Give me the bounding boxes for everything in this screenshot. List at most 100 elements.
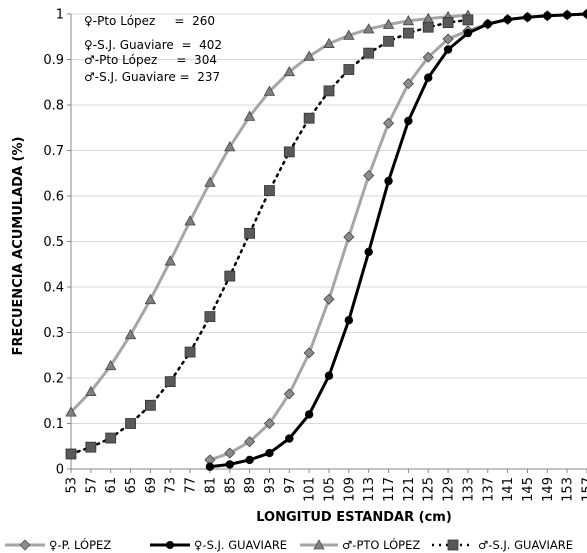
tick-label-x-16: 117 (382, 477, 397, 502)
tick-label-y-2: 0.2 (43, 372, 64, 387)
point-s3-8 (224, 270, 236, 282)
tick-label-y-9: 0.9 (43, 53, 64, 68)
point-s3-15 (363, 47, 375, 59)
tick-label-x-8: 85 (223, 477, 238, 494)
tick-label-x-18: 125 (422, 477, 437, 502)
point-s2-8 (224, 141, 236, 152)
tick-label-x-25: 153 (561, 477, 576, 502)
point-s3-20 (462, 14, 474, 26)
tick-label-y-5: 0.5 (43, 235, 64, 250)
legend: ♀-P. LÓPEZ ♀-S.J. GUAVIARE ♂-PTO LÓPEZ ♂… (5, 537, 573, 552)
point-s2-7 (204, 176, 216, 187)
point-s2-17 (402, 15, 415, 26)
legend-marker-0 (19, 539, 31, 551)
point-s1-2 (245, 455, 254, 465)
tick-label-x-7: 81 (203, 477, 218, 494)
sample-size-notes: ♀-Pto López = 260 ♀-S.J. Guaviare = 402 … (84, 14, 222, 84)
tick-label-y-1: 0.1 (43, 417, 64, 432)
point-s1-0 (205, 462, 215, 471)
legend-label-2: ♂-PTO LÓPEZ (342, 537, 420, 552)
point-s3-13 (323, 85, 335, 97)
point-s3-9 (244, 227, 256, 239)
note-female-pto-lopez: ♀-Pto López = 260 (84, 14, 215, 28)
tick-label-x-15: 113 (362, 477, 377, 502)
point-s0-11 (422, 51, 434, 63)
point-s1-5 (304, 410, 314, 419)
point-s2-1 (85, 385, 97, 397)
point-s3-16 (383, 35, 394, 47)
tick-label-y-4: 0.4 (43, 281, 64, 296)
point-s0-9 (382, 117, 395, 129)
point-s2-16 (382, 18, 395, 29)
point-s2-12 (303, 50, 315, 61)
tick-label-x-4: 69 (144, 477, 159, 494)
point-s3-14 (343, 64, 355, 75)
point-s1-3 (265, 448, 274, 458)
tick-label-y-0: 0 (56, 463, 64, 478)
tick-label-x-2: 61 (104, 477, 119, 494)
point-s3-12 (303, 112, 315, 124)
point-s0-1 (224, 447, 236, 459)
legend-label-1: ♀-S.J. GUAVIARE (194, 538, 287, 552)
point-s1-10 (404, 116, 413, 126)
point-s2-11 (283, 65, 295, 77)
tick-label-x-23: 145 (521, 477, 536, 502)
x-axis-title: LONGITUD ESTANDAR (cm) (256, 510, 452, 525)
point-s1-6 (324, 371, 334, 380)
tick-label-x-6: 77 (184, 477, 199, 494)
note-male-sj-guaviare: ♂-S.J. Guaviare = 237 (84, 70, 220, 84)
point-s0-12 (442, 33, 454, 45)
gridlines (71, 13, 587, 470)
point-s1-18 (562, 10, 572, 20)
point-s3-2 (105, 432, 117, 444)
point-s1-17 (543, 11, 552, 21)
legend-marker-2 (313, 539, 325, 550)
tick-label-y-8: 0.8 (43, 99, 64, 114)
point-s3-10 (264, 185, 275, 196)
point-s0-5 (303, 347, 315, 359)
point-s1-16 (523, 12, 532, 22)
point-s0-6 (323, 293, 335, 305)
point-s1-15 (503, 15, 512, 24)
point-s3-17 (402, 27, 414, 39)
tick-label-x-14: 109 (342, 477, 357, 502)
note-male-pto-lopez: ♂-Pto López = 304 (84, 53, 217, 67)
point-s0-8 (363, 169, 375, 182)
tick-label-x-24: 149 (541, 477, 556, 502)
point-s1-1 (225, 460, 234, 469)
point-s2-2 (105, 359, 117, 371)
series-0 (204, 8, 587, 466)
point-s3-19 (442, 17, 454, 29)
point-s1-4 (285, 434, 294, 443)
point-s3-5 (164, 376, 176, 388)
point-s3-11 (283, 146, 295, 158)
point-s3-6 (184, 346, 196, 358)
tick-label-x-10: 93 (263, 477, 278, 494)
point-s0-4 (283, 388, 295, 400)
tick-label-y-3: 0.3 (43, 326, 64, 341)
point-s2-5 (164, 255, 176, 266)
tick-label-x-21: 137 (481, 477, 496, 502)
series-line-1 (208, 12, 587, 469)
point-s3-4 (144, 399, 156, 411)
point-s3-1 (85, 441, 97, 453)
point-s3-18 (422, 21, 434, 33)
point-s1-11 (424, 73, 433, 82)
point-s1-19 (582, 9, 587, 19)
tick-label-x-26: 157 (581, 477, 587, 502)
point-s0-10 (402, 78, 414, 90)
series (65, 8, 587, 471)
legend-label-3: ♂-S.J. GUAVIARE (478, 538, 573, 552)
point-s1-12 (443, 45, 453, 54)
point-s1-14 (483, 19, 492, 29)
tick-label-x-13: 105 (323, 477, 338, 502)
tick-label-x-5: 73 (164, 477, 179, 494)
point-s2-6 (184, 215, 196, 226)
tick-label-y-10: 1 (56, 8, 64, 23)
point-s2-9 (243, 110, 256, 121)
point-s1-7 (344, 316, 354, 325)
tick-label-x-20: 133 (461, 477, 476, 502)
point-s1-8 (364, 247, 373, 257)
